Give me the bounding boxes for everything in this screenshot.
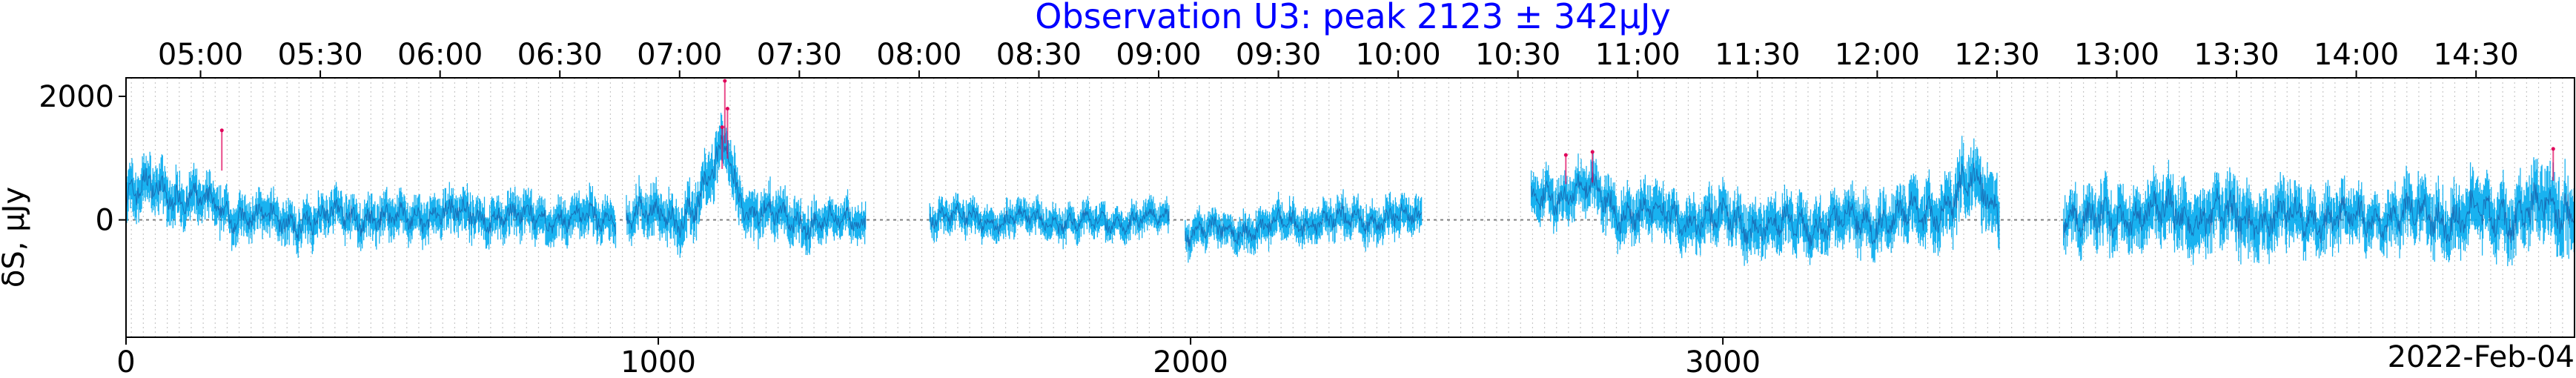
plot-area (125, 77, 2575, 338)
bottom-x-axis: 0 1000 2000 3000 (116, 337, 1761, 378)
time-tick-label: 05:00 (158, 38, 243, 72)
time-tick-label: 09:30 (1236, 38, 1321, 72)
time-tick-label: 11:30 (1715, 38, 1800, 72)
series-mean-segment (2063, 182, 2575, 244)
time-tick-label: 08:00 (876, 38, 961, 72)
time-tick-label: 14:00 (2314, 38, 2399, 72)
time-tick-label: 09:00 (1116, 38, 1201, 72)
x-tick-label: 0 (116, 345, 135, 378)
time-tick-label: 07:00 (637, 38, 722, 72)
plot-frame (125, 77, 2575, 338)
y-axis-label: δS, μJy (0, 187, 31, 288)
time-tick-label: 13:30 (2193, 38, 2279, 72)
flare-point (1563, 153, 1568, 157)
series-mean-segment (125, 168, 616, 241)
time-tick-label: 05:30 (277, 38, 362, 72)
flare-point (1590, 150, 1595, 154)
time-tick-label: 08:30 (996, 38, 1082, 72)
flare-point (725, 107, 729, 111)
time-tick-label: 12:00 (1835, 38, 1920, 72)
chart-title: Observation U3: peak 2123 ± 342μJy (1035, 0, 1670, 36)
flare-points (219, 79, 2555, 185)
time-tick-label: 06:00 (397, 38, 483, 72)
series-mean-segment (1531, 162, 2000, 250)
time-tick-label: 14:30 (2434, 38, 2519, 72)
series-band-segment (626, 113, 867, 258)
time-tick-label: 06:30 (517, 38, 603, 72)
time-tick-label: 13:00 (2074, 38, 2159, 72)
left-y-axis: 0 2000 (39, 80, 126, 238)
flare-point (723, 79, 727, 83)
date-label: 2022-Feb-04 (2388, 340, 2575, 374)
series-error-band (125, 113, 2575, 267)
time-tick-label: 12:30 (1954, 38, 2039, 72)
y-tick-label: 2000 (39, 80, 114, 114)
time-tick-label: 07:30 (757, 38, 842, 72)
flare-point (219, 128, 224, 133)
top-time-axis: 05:00 05:30 06:00 06:30 07:00 07:30 08:00 08:30… (158, 38, 2519, 78)
y-tick-label: 0 (96, 204, 114, 238)
time-tick-label: 11:00 (1595, 38, 1681, 72)
time-tick-label: 10:30 (1475, 38, 1560, 72)
series-mean-segment (929, 202, 1170, 236)
x-tick-label: 1000 (620, 345, 696, 378)
flare-point (2551, 147, 2555, 151)
flare-point (720, 125, 724, 130)
x-tick-label: 3000 (1685, 345, 1761, 378)
series-mean-line (125, 135, 2575, 250)
series-mean-segment (1185, 203, 1423, 248)
time-tick-label: 10:00 (1355, 38, 1440, 72)
series-mean-segment (626, 135, 867, 241)
x-tick-label: 2000 (1153, 345, 1228, 378)
